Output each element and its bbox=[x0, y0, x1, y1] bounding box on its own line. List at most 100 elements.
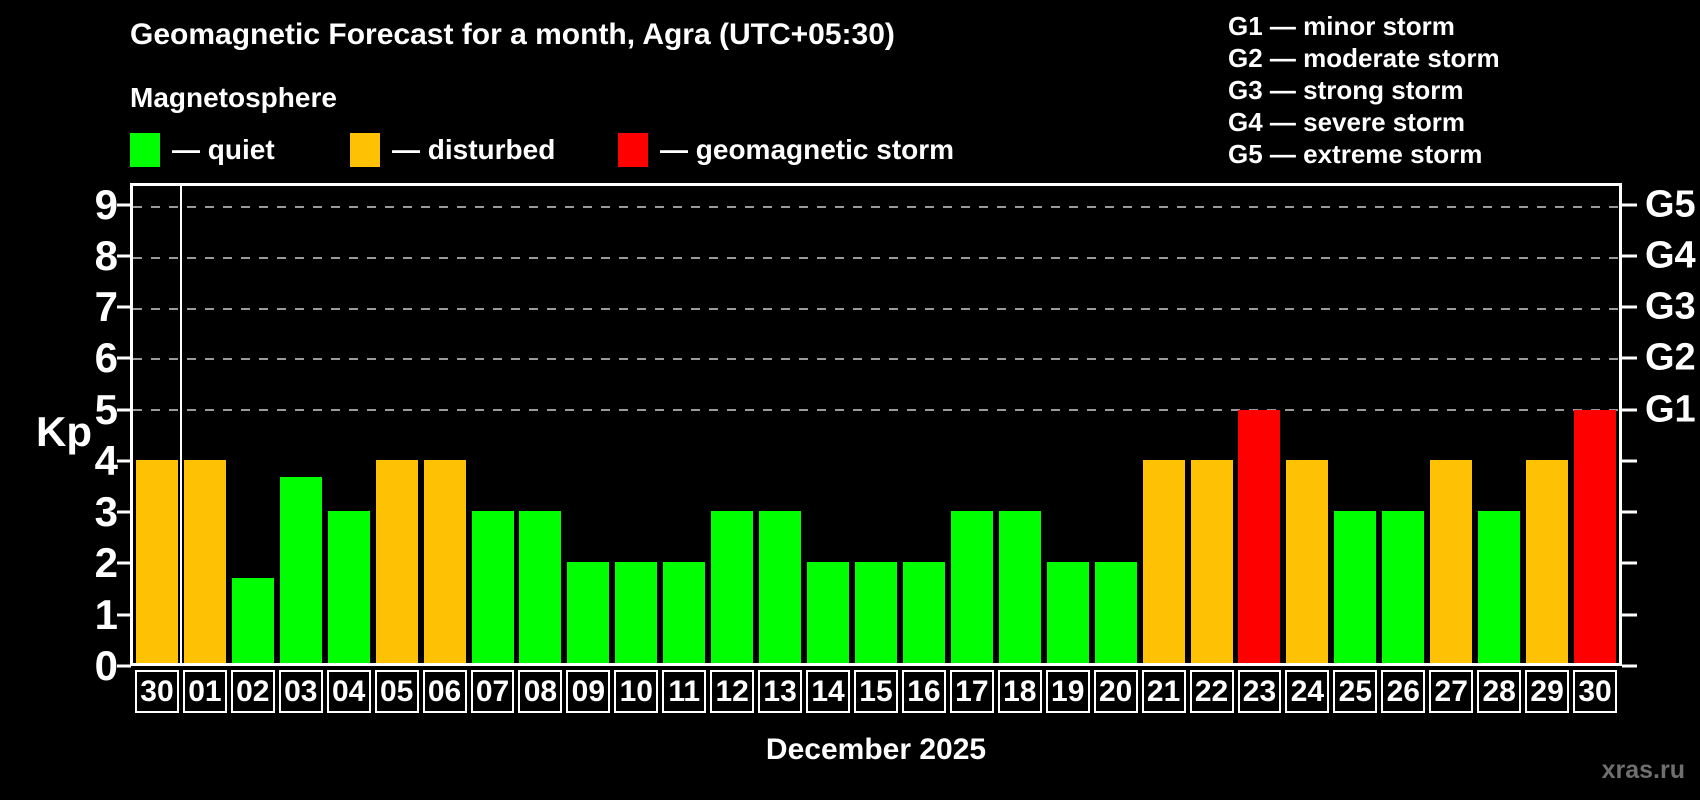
legend-label-disturbed: — disturbed bbox=[392, 134, 556, 165]
g-level-label-g2: G2 bbox=[1645, 336, 1696, 379]
x-tick-label-30: 30 bbox=[135, 670, 179, 713]
x-tick-label-18: 18 bbox=[997, 670, 1042, 713]
bar-day-19 bbox=[1046, 561, 1089, 663]
right-tick-mark-4 bbox=[1622, 459, 1637, 463]
y-tick-label-6: 6 bbox=[94, 334, 118, 382]
y-tick-label-5: 5 bbox=[94, 385, 118, 433]
page-title: Geomagnetic Forecast for a month, Agra (… bbox=[130, 18, 895, 51]
right-tick-mark-5 bbox=[1622, 408, 1637, 412]
watermark: xras.ru bbox=[1601, 756, 1685, 784]
x-tick-label-13: 13 bbox=[758, 670, 803, 713]
x-tick-label-24: 24 bbox=[1285, 670, 1330, 713]
bar-day-26 bbox=[1382, 511, 1425, 663]
plot-area bbox=[130, 183, 1622, 666]
bar-day-20 bbox=[1094, 561, 1137, 663]
x-tick-label-04: 04 bbox=[326, 670, 371, 713]
x-tick-label-06: 06 bbox=[422, 670, 467, 713]
legend-label-storm: — geomagnetic storm bbox=[660, 134, 955, 165]
y-tick-mark-2 bbox=[117, 561, 131, 565]
bar-day-01 bbox=[183, 460, 226, 663]
x-tick-label-22: 22 bbox=[1189, 670, 1234, 713]
x-tick-label-30: 30 bbox=[1573, 670, 1617, 713]
quiet-color-swatch bbox=[130, 133, 160, 167]
y-tick-mark-7 bbox=[117, 305, 131, 309]
bar-day-03 bbox=[279, 477, 322, 663]
bar-day-09 bbox=[567, 561, 610, 663]
right-tick-mark-9 bbox=[1622, 203, 1637, 207]
bar-day-28 bbox=[1478, 511, 1521, 663]
bar-day-17 bbox=[950, 511, 993, 663]
x-tick-label-20: 20 bbox=[1093, 670, 1138, 713]
x-tick-label-27: 27 bbox=[1429, 670, 1474, 713]
y-tick-label-4: 4 bbox=[94, 436, 118, 484]
storm-scale-line-g5: G5 — extreme storm bbox=[1228, 139, 1483, 169]
bar-day-29 bbox=[1526, 460, 1569, 663]
y-tick-mark-8 bbox=[117, 254, 131, 258]
bar-day-27 bbox=[1430, 460, 1473, 663]
y-tick-mark-5 bbox=[117, 408, 131, 412]
right-tick-mark-2 bbox=[1622, 561, 1637, 565]
bar-day-30 bbox=[1574, 409, 1617, 663]
right-axis-ticks bbox=[1622, 183, 1637, 668]
x-tick-label-09: 09 bbox=[566, 670, 611, 713]
right-axis-g-labels: G1 G2 G3 G4 G5 bbox=[1645, 183, 1700, 666]
bar-day-15 bbox=[855, 561, 897, 663]
g-level-label-g3: G3 bbox=[1645, 285, 1696, 328]
x-tick-label-12: 12 bbox=[710, 670, 755, 713]
x-tick-label-10: 10 bbox=[614, 670, 659, 713]
bar-day-22 bbox=[1190, 460, 1233, 663]
x-tick-label-15: 15 bbox=[854, 670, 898, 713]
storm-scale-line-g4: G4 — severe storm bbox=[1228, 107, 1466, 137]
bar-day-07 bbox=[471, 511, 514, 663]
y-axis-title: Kp bbox=[36, 408, 92, 455]
x-tick-label-07: 07 bbox=[470, 670, 515, 713]
y-tick-label-8: 8 bbox=[94, 231, 118, 279]
y-tick-label-3: 3 bbox=[94, 488, 118, 536]
x-axis-day-labels: 30 01 02 03 04 05 06 07 08 09 10 11 12 13 14 15 16 17 18 19… bbox=[133, 670, 1619, 713]
y-tick-mark-4 bbox=[117, 459, 131, 463]
grid-line-kp7 bbox=[133, 307, 1619, 310]
bar-day-24 bbox=[1286, 460, 1329, 663]
x-tick-label-29: 29 bbox=[1525, 670, 1570, 713]
x-tick-label-14: 14 bbox=[806, 670, 851, 713]
storm-scale-line-g3: G3 — strong storm bbox=[1228, 75, 1464, 105]
y-tick-label-1: 1 bbox=[94, 590, 118, 638]
g-level-label-g5: G5 bbox=[1645, 183, 1696, 226]
x-axis-title: December 2025 bbox=[765, 733, 987, 766]
bar-day-12 bbox=[711, 511, 754, 663]
storm-scale-legend: G1 — minor storm G2 — moderate storm G3 … bbox=[1228, 10, 1500, 170]
x-tick-label-08: 08 bbox=[518, 670, 563, 713]
bar-day-30 bbox=[135, 460, 178, 663]
y-tick-label-9: 9 bbox=[94, 180, 118, 228]
x-tick-label-03: 03 bbox=[278, 670, 323, 713]
right-tick-mark-6 bbox=[1622, 356, 1637, 360]
y-tick-mark-3 bbox=[117, 510, 131, 514]
legend-label-quiet: — quiet bbox=[172, 134, 275, 165]
right-tick-mark-7 bbox=[1622, 305, 1637, 309]
bar-day-08 bbox=[519, 511, 562, 663]
chart-subtitle: Magnetosphere bbox=[130, 82, 337, 113]
month-separator bbox=[179, 186, 182, 663]
bar-day-04 bbox=[327, 511, 370, 663]
bar-day-21 bbox=[1142, 460, 1185, 663]
legend-item-quiet: — quiet bbox=[130, 133, 275, 167]
y-tick-label-2: 2 bbox=[94, 539, 118, 587]
x-tick-label-23: 23 bbox=[1237, 670, 1282, 713]
bar-day-25 bbox=[1334, 511, 1377, 663]
x-tick-label-26: 26 bbox=[1381, 670, 1426, 713]
bar-day-23 bbox=[1238, 409, 1281, 663]
plot-inner bbox=[133, 186, 1619, 663]
bar-day-10 bbox=[615, 561, 658, 663]
bar-day-06 bbox=[423, 460, 466, 663]
right-tick-mark-3 bbox=[1622, 510, 1637, 514]
disturbed-color-swatch bbox=[350, 133, 380, 167]
y-tick-mark-6 bbox=[117, 356, 131, 360]
g-level-label-g1: G1 bbox=[1645, 388, 1696, 431]
y-tick-label-0: 0 bbox=[94, 642, 118, 689]
storm-color-swatch bbox=[618, 133, 648, 167]
x-tick-label-05: 05 bbox=[374, 670, 419, 713]
bar-day-05 bbox=[375, 460, 418, 663]
legend-item-storm: — geomagnetic storm bbox=[618, 133, 954, 167]
